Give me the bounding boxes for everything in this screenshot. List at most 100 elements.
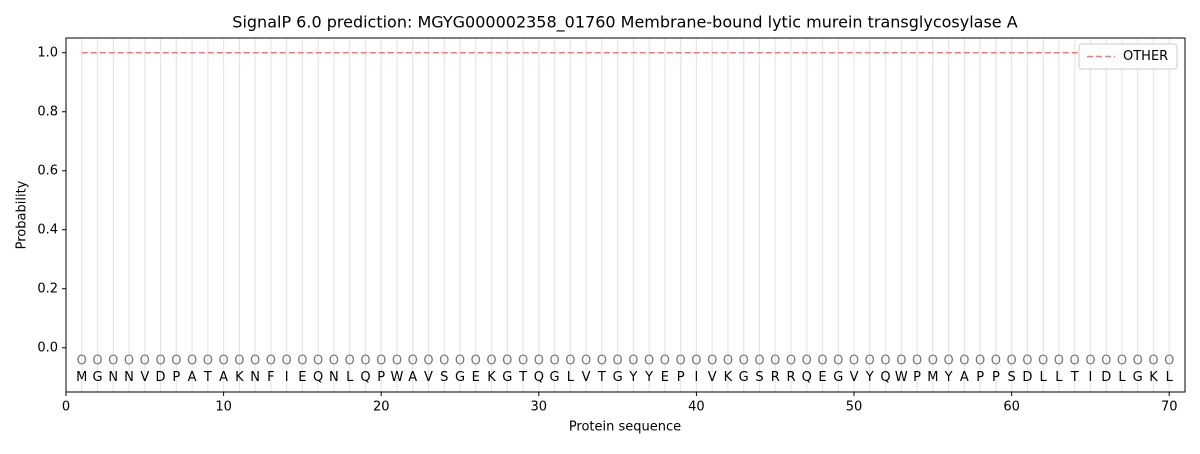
residue-label: G xyxy=(739,370,749,385)
residue-label: D xyxy=(156,370,166,385)
residue-label: K xyxy=(724,370,733,385)
prediction-label: O xyxy=(1133,354,1143,369)
prediction-label: O xyxy=(313,354,323,369)
prediction-label: O xyxy=(1022,354,1032,369)
prediction-label: O xyxy=(266,354,276,369)
x-tick-label: 50 xyxy=(846,400,863,415)
residue-label: S xyxy=(755,370,763,385)
residue-label: I xyxy=(1089,370,1093,385)
residue-label: A xyxy=(960,370,969,385)
residue-label: E xyxy=(472,370,480,385)
residue-label: M xyxy=(76,370,87,385)
residue-label: V xyxy=(582,370,591,385)
prediction-label: O xyxy=(644,354,654,369)
residue-label: R xyxy=(771,370,780,385)
prediction-label: O xyxy=(660,354,670,369)
residue-label: Y xyxy=(628,370,637,385)
prediction-label: O xyxy=(739,354,749,369)
residue-label: G xyxy=(613,370,623,385)
x-tick-label: 60 xyxy=(1003,400,1020,415)
prediction-label: O xyxy=(187,354,197,369)
residue-label: Q xyxy=(802,370,812,385)
residue-label: L xyxy=(1055,370,1063,385)
prediction-label: O xyxy=(1164,354,1174,369)
residue-label: P xyxy=(377,370,385,385)
y-tick-label: 0.8 xyxy=(37,104,58,119)
prediction-label: O xyxy=(329,354,339,369)
prediction-label: O xyxy=(1117,354,1127,369)
x-tick-label: 20 xyxy=(373,400,390,415)
prediction-label: O xyxy=(849,354,859,369)
residue-label: V xyxy=(850,370,859,385)
residue-label: Y xyxy=(865,370,874,385)
residue-label: F xyxy=(267,370,274,385)
residue-label: I xyxy=(285,370,289,385)
residue-label: E xyxy=(298,370,306,385)
prediction-label: O xyxy=(471,354,481,369)
residue-label: I xyxy=(695,370,699,385)
prediction-label: O xyxy=(896,354,906,369)
residue-label: W xyxy=(895,370,908,385)
prediction-label: O xyxy=(455,354,465,369)
legend-label: OTHER xyxy=(1123,49,1168,64)
residue-label: S xyxy=(1008,370,1016,385)
x-tick-label: 70 xyxy=(1161,400,1178,415)
prediction-label: O xyxy=(77,354,87,369)
residue-label: K xyxy=(235,370,244,385)
prediction-label: O xyxy=(282,354,292,369)
prediction-label: O xyxy=(1085,354,1095,369)
residue-label: K xyxy=(487,370,496,385)
residue-label: Q xyxy=(360,370,370,385)
prediction-label: O xyxy=(817,354,827,369)
prediction-label: O xyxy=(486,354,496,369)
residue-label: E xyxy=(661,370,669,385)
prediction-label: O xyxy=(975,354,985,369)
residue-label: N xyxy=(250,370,260,385)
prediction-label: O xyxy=(754,354,764,369)
prediction-label: O xyxy=(628,354,638,369)
prediction-label: O xyxy=(802,354,812,369)
residue-label: L xyxy=(1118,370,1126,385)
prediction-label: O xyxy=(1101,354,1111,369)
residue-label: P xyxy=(913,370,921,385)
residue-label: G xyxy=(502,370,512,385)
prediction-label: O xyxy=(613,354,623,369)
residue-label: G xyxy=(1133,370,1143,385)
residue-label: K xyxy=(1149,370,1158,385)
prediction-label: O xyxy=(549,354,559,369)
prediction-label: O xyxy=(234,354,244,369)
y-tick-label: 0.0 xyxy=(37,340,58,355)
prediction-label: O xyxy=(770,354,780,369)
legend-box xyxy=(1078,43,1178,70)
residue-label: W xyxy=(391,370,404,385)
prediction-label: O xyxy=(912,354,922,369)
prediction-label: O xyxy=(155,354,165,369)
residue-label: G xyxy=(833,370,843,385)
y-tick-label: 1.0 xyxy=(37,45,58,60)
x-tick-label: 10 xyxy=(215,400,232,415)
prediction-label: O xyxy=(518,354,528,369)
prediction-label: O xyxy=(880,354,890,369)
prediction-label: O xyxy=(203,354,213,369)
residue-label: T xyxy=(203,370,212,385)
prediction-label: O xyxy=(1054,354,1064,369)
prediction-label: O xyxy=(959,354,969,369)
prediction-label: O xyxy=(691,354,701,369)
residue-label: E xyxy=(818,370,826,385)
plot-frame xyxy=(65,37,1186,393)
prediction-label: O xyxy=(1148,354,1158,369)
prediction-label: O xyxy=(565,354,575,369)
prediction-label: O xyxy=(376,354,386,369)
residue-label: G xyxy=(92,370,102,385)
prediction-label: O xyxy=(439,354,449,369)
residue-label: N xyxy=(124,370,134,385)
prediction-label: O xyxy=(1038,354,1048,369)
residue-label: T xyxy=(518,370,527,385)
y-axis-label: Probability xyxy=(15,180,30,249)
prediction-label: O xyxy=(865,354,875,369)
prediction-label: O xyxy=(345,354,355,369)
residue-label: T xyxy=(597,370,606,385)
prediction-label: O xyxy=(218,354,228,369)
x-axis-label: Protein sequence xyxy=(569,420,681,435)
residue-label: N xyxy=(329,370,339,385)
